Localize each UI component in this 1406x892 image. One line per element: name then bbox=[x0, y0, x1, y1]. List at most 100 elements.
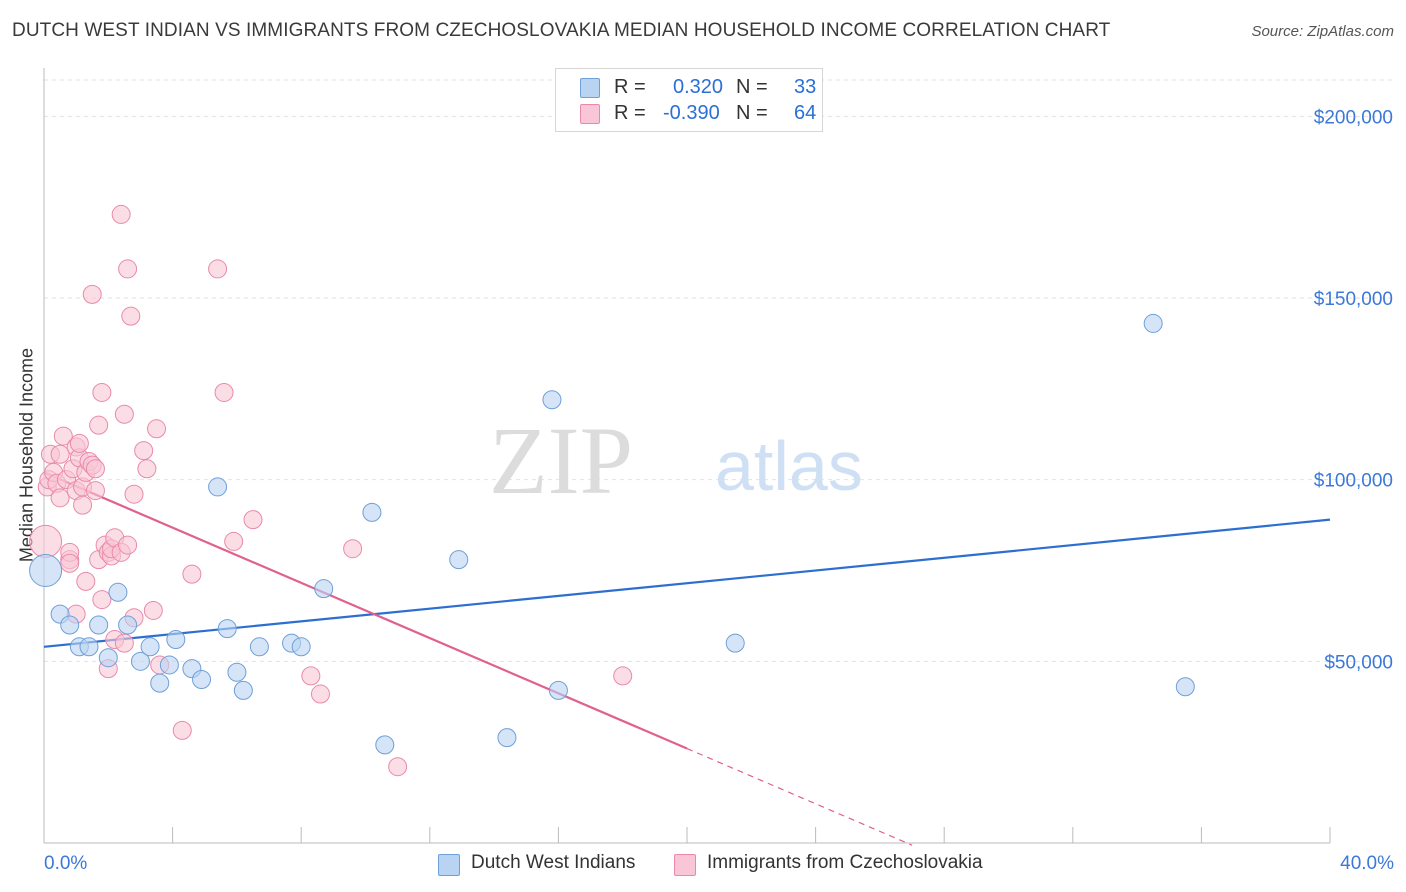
legend-n-value: 64 bbox=[794, 102, 817, 124]
watermark-atlas: atlas bbox=[715, 427, 863, 505]
source-note: Source: ZipAtlas.com bbox=[1251, 23, 1394, 40]
point-dutch-west-indian bbox=[249, 637, 269, 657]
watermark-zip: ZIP bbox=[489, 407, 633, 514]
point-dutch-west-indian bbox=[362, 502, 382, 522]
bottom-legend-swatch-blue bbox=[438, 854, 460, 876]
bottom-legend-swatch-pink bbox=[674, 854, 696, 876]
point-dutch-west-indian bbox=[233, 680, 253, 700]
point-czechoslovakia bbox=[310, 684, 330, 704]
point-dutch-west-indian bbox=[548, 680, 568, 700]
point-dutch-west-indian bbox=[60, 615, 80, 635]
point-czechoslovakia bbox=[172, 720, 192, 740]
point-dutch-west-indian bbox=[291, 637, 311, 657]
point-czechoslovakia bbox=[85, 481, 105, 501]
point-dutch-west-indian bbox=[159, 655, 179, 675]
chart-title: DUTCH WEST INDIAN VS IMMIGRANTS FROM CZE… bbox=[12, 20, 1111, 41]
point-czechoslovakia bbox=[137, 459, 157, 479]
point-czechoslovakia bbox=[50, 444, 70, 464]
point-czechoslovakia bbox=[114, 404, 134, 424]
point-dutch-west-indian bbox=[217, 619, 237, 639]
y-tick-label: $50,000 bbox=[1324, 652, 1393, 673]
legend-n-value: 33 bbox=[794, 76, 817, 98]
point-dutch-west-indian bbox=[118, 615, 138, 635]
point-czechoslovakia bbox=[111, 204, 131, 224]
point-dutch-west-indian bbox=[1175, 677, 1195, 697]
point-czechoslovakia bbox=[208, 259, 228, 279]
point-dutch-west-indian bbox=[166, 630, 186, 650]
point-dutch-west-indian bbox=[79, 637, 99, 657]
point-dutch-west-indian bbox=[150, 673, 170, 693]
legend-r-value: 0.320 bbox=[673, 76, 724, 98]
point-czechoslovakia bbox=[85, 459, 105, 479]
point-dutch-west-indian bbox=[449, 550, 469, 570]
point-dutch-west-indian bbox=[108, 582, 128, 602]
point-dutch-west-indian bbox=[497, 728, 517, 748]
point-dutch-west-indian bbox=[29, 554, 63, 587]
point-dutch-west-indian bbox=[140, 637, 160, 657]
trend-line-pink-extrapolated bbox=[686, 747, 913, 846]
legend-swatch-blue bbox=[580, 78, 600, 98]
point-czechoslovakia bbox=[76, 571, 96, 591]
point-dutch-west-indian bbox=[314, 579, 334, 599]
point-czechoslovakia bbox=[92, 590, 112, 610]
axes bbox=[43, 68, 1331, 844]
point-czechoslovakia bbox=[50, 488, 70, 508]
data-points bbox=[29, 204, 1195, 777]
point-czechoslovakia bbox=[118, 259, 138, 279]
point-dutch-west-indian bbox=[89, 615, 109, 635]
legend-r-value: -0.390 bbox=[663, 102, 720, 124]
point-dutch-west-indian bbox=[192, 670, 212, 689]
legend-n-label: N = bbox=[736, 102, 768, 124]
bottom-legend-label-pink: Immigrants from Czechoslovakia bbox=[707, 852, 983, 873]
point-czechoslovakia bbox=[82, 284, 102, 304]
point-dutch-west-indian bbox=[542, 390, 562, 410]
y-tick-labels: $50,000 $100,000 $150,000 $200,000 bbox=[1314, 107, 1393, 673]
point-czechoslovakia bbox=[224, 531, 244, 551]
point-czechoslovakia bbox=[147, 419, 167, 439]
point-czechoslovakia bbox=[69, 433, 89, 453]
point-czechoslovakia bbox=[121, 306, 141, 326]
point-dutch-west-indian bbox=[130, 651, 150, 671]
point-czechoslovakia bbox=[60, 553, 80, 573]
point-dutch-west-indian bbox=[208, 477, 228, 497]
correlation-legend: R = 0.320 N = 33 R = -0.390 N = 64 bbox=[555, 68, 823, 132]
legend-r-label: R = bbox=[614, 76, 646, 98]
point-czechoslovakia bbox=[114, 633, 134, 653]
point-czechoslovakia bbox=[29, 524, 63, 558]
point-czechoslovakia bbox=[118, 535, 138, 555]
x-tick-label-max: 40.0% bbox=[1340, 853, 1394, 874]
point-czechoslovakia bbox=[92, 382, 112, 402]
trend-line-blue bbox=[43, 518, 1331, 648]
point-czechoslovakia bbox=[134, 441, 154, 461]
point-czechoslovakia bbox=[53, 426, 73, 446]
point-czechoslovakia bbox=[89, 415, 109, 435]
point-dutch-west-indian bbox=[375, 735, 395, 755]
legend-swatch-pink bbox=[580, 104, 600, 124]
bottom-legend-label-blue: Dutch West Indians bbox=[471, 852, 636, 873]
point-dutch-west-indian bbox=[227, 662, 247, 682]
legend-r-label: R = bbox=[614, 102, 646, 124]
point-dutch-west-indian bbox=[98, 648, 118, 668]
point-dutch-west-indian bbox=[1143, 313, 1163, 333]
point-czechoslovakia bbox=[143, 600, 163, 620]
point-dutch-west-indian bbox=[725, 633, 745, 653]
point-czechoslovakia bbox=[301, 666, 321, 686]
point-czechoslovakia bbox=[182, 564, 202, 584]
point-czechoslovakia bbox=[243, 510, 263, 530]
point-czechoslovakia bbox=[613, 666, 633, 686]
point-czechoslovakia bbox=[214, 382, 234, 402]
point-czechoslovakia bbox=[124, 484, 144, 504]
point-czechoslovakia bbox=[388, 757, 408, 777]
y-tick-label: $150,000 bbox=[1314, 289, 1393, 310]
legend-n-label: N = bbox=[736, 76, 768, 98]
x-tick-label-min: 0.0% bbox=[44, 853, 87, 874]
point-czechoslovakia bbox=[73, 495, 93, 515]
gridlines bbox=[44, 79, 1394, 662]
trend-line-pink bbox=[43, 471, 688, 750]
y-tick-label: $100,000 bbox=[1314, 471, 1393, 492]
watermark: ZIP atlas bbox=[489, 407, 863, 514]
point-czechoslovakia bbox=[343, 539, 363, 559]
y-tick-label: $200,000 bbox=[1314, 107, 1393, 128]
trend-lines bbox=[43, 471, 1331, 846]
